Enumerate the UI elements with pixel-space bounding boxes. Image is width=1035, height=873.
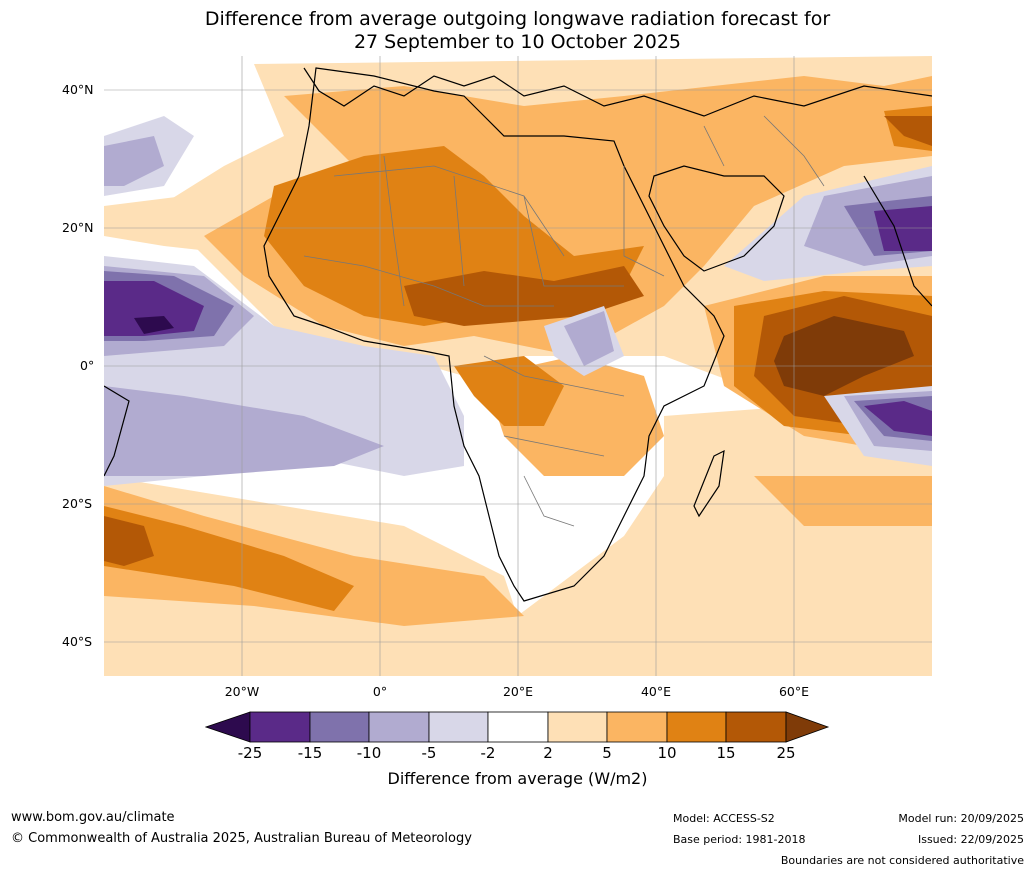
colorbar-segment-2-5 xyxy=(547,711,608,743)
title-line-2: 27 September to 10 October 2025 xyxy=(353,31,682,53)
lat-label-40s: 40°S xyxy=(62,634,93,649)
title-line-1: Difference from average outgoing longwav… xyxy=(204,8,831,30)
colorbar-tick-10: 10 xyxy=(657,744,677,762)
lon-label-60e: 60°E xyxy=(778,684,810,699)
lon-label-20e: 20°E xyxy=(502,684,534,699)
country-boundaries xyxy=(303,115,825,527)
madagascar-coastline xyxy=(693,449,725,518)
lat-label-0: 0° xyxy=(80,358,95,373)
lon-label-40e: 40°E xyxy=(640,684,672,699)
colorbar-segment-15-25 xyxy=(725,711,787,743)
lat-label-20n: 20°N xyxy=(62,220,94,235)
colorbar-tick-2: 2 xyxy=(543,744,553,762)
south-america-coastline xyxy=(104,385,130,477)
colorbar-tick-25: 25 xyxy=(776,744,796,762)
colorbar-extend-low xyxy=(205,711,251,743)
lat-label-20s: 20°S xyxy=(62,496,93,511)
lon-label-20w: 20°W xyxy=(224,684,260,699)
graticule xyxy=(104,56,932,676)
footer-disclaimer: Boundaries are not considered authoritat… xyxy=(780,854,1024,867)
colorbar-tick-m10: -10 xyxy=(356,744,382,762)
lon-label-0: 0° xyxy=(372,684,388,699)
chart-title: Difference from average outgoing longwav… xyxy=(0,8,1035,54)
footer-model: Model: ACCESS-S2 xyxy=(673,812,775,825)
colorbar-segment-m10-m5 xyxy=(368,711,430,743)
colorbar-tick-5: 5 xyxy=(602,744,612,762)
colorbar-segment-10-15 xyxy=(666,711,727,743)
arabia-coastline xyxy=(648,165,785,272)
africa-coastline xyxy=(263,67,725,602)
lat-label-40n: 40°N xyxy=(62,82,94,97)
footer-copyright: © Commonwealth of Australia 2025, Austra… xyxy=(11,831,472,846)
footer-issued: Issued: 22/09/2025 xyxy=(917,833,1024,846)
colorbar-segment-5-10 xyxy=(606,711,668,743)
anomaly-gt-25-regions xyxy=(774,316,914,396)
colorbar-tick-m5: -5 xyxy=(421,744,437,762)
footer-base-period: Base period: 1981-2018 xyxy=(673,833,806,846)
colorbar-segment-m15-m10 xyxy=(309,711,370,743)
colorbar-extend-high xyxy=(785,711,830,743)
colorbar-tick-15: 15 xyxy=(716,744,736,762)
colorbar-segment-m2-2 xyxy=(487,711,549,743)
colorbar-title: Difference from average (W/m2) xyxy=(387,769,648,788)
anomaly-lt-m25-regions xyxy=(134,316,174,334)
colorbar-segment-m25-m15 xyxy=(249,711,311,743)
colorbar-tick-m15: -15 xyxy=(297,744,323,762)
colorbar-tick-m25: -25 xyxy=(237,744,263,762)
colorbar-segment-m5-m2 xyxy=(428,711,489,743)
europe-coastline xyxy=(303,67,932,117)
colorbar xyxy=(205,711,830,743)
colorbar-tick-m2: -2 xyxy=(480,744,496,762)
olr-anomaly-map xyxy=(104,56,932,676)
footer-model-run: Model run: 20/09/2025 xyxy=(898,812,1024,825)
india-coastline xyxy=(863,175,932,307)
footer-url[interactable]: www.bom.gov.au/climate xyxy=(11,810,175,825)
